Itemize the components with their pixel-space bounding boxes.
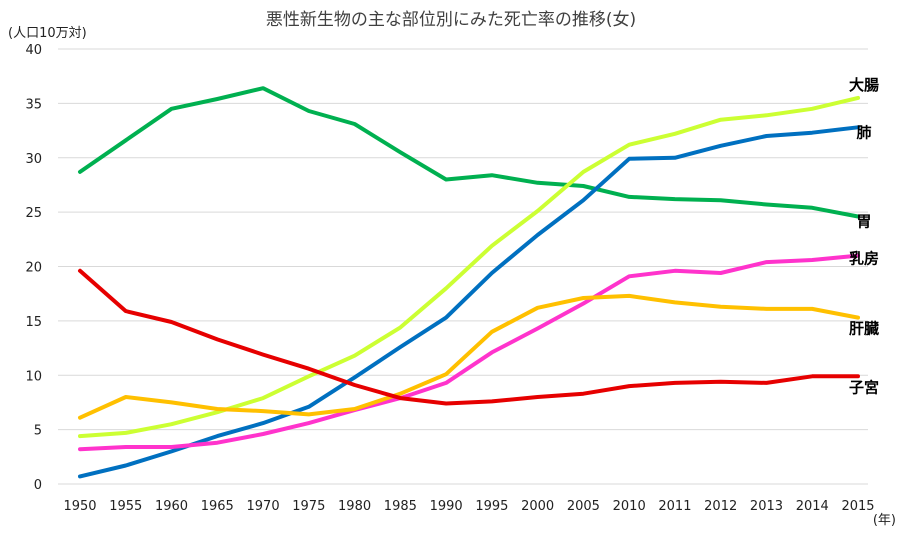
series-label: 肺 (856, 123, 871, 141)
x-tick-label: 1985 (384, 499, 417, 514)
series-label: 乳房 (849, 250, 879, 268)
chart-title: 悪性新生物の主な部位別にみた死亡率の推移(女) (266, 10, 636, 30)
y-tick-label: 40 (25, 43, 42, 58)
x-tick-label: 2010 (613, 499, 646, 514)
x-tick-label: 2012 (704, 499, 737, 514)
x-tick-label: 1990 (430, 499, 463, 514)
series-label: 肝臓 (849, 320, 879, 338)
y-tick-label: 15 (25, 315, 42, 330)
x-tick-label: 2015 (841, 499, 874, 514)
x-tick-label: 2013 (750, 499, 783, 514)
y-tick-label: 30 (25, 152, 42, 167)
series-line (78, 86, 860, 219)
x-tick-label: 1960 (155, 499, 188, 514)
y-tick-label: 25 (25, 206, 42, 221)
x-tick-label: 1975 (292, 499, 325, 514)
series-lines (78, 86, 860, 479)
series-line (78, 125, 860, 479)
x-tick-label: 2014 (796, 499, 829, 514)
y-axis-ticks: 0 5 10 15 20 25 30 35 40 (25, 43, 42, 493)
series-label: 子宮 (849, 378, 879, 396)
x-axis-ticks: 1950 1955 1960 1965 1970 1975 1980 1985 1990 1995… (63, 499, 874, 514)
y-tick-label: 5 (34, 424, 42, 439)
x-tick-label: 2005 (567, 499, 600, 514)
y-tick-label: 35 (25, 97, 42, 112)
x-axis-unit-label: (年) (873, 513, 896, 528)
x-tick-label: 1995 (475, 499, 508, 514)
y-tick-label: 10 (25, 369, 42, 384)
y-axis-unit-label: (人口10万対) (8, 26, 87, 41)
series-line (78, 293, 860, 420)
series-line (78, 268, 860, 406)
x-tick-label: 1970 (247, 499, 280, 514)
x-tick-label: 1980 (338, 499, 371, 514)
x-tick-label: 1965 (201, 499, 234, 514)
x-tick-label: 2011 (658, 499, 691, 514)
series-line (78, 95, 860, 439)
series-label: 大腸 (849, 76, 879, 94)
x-tick-label: 1950 (63, 499, 96, 514)
series-label: 胃 (856, 212, 871, 230)
series-line (78, 253, 860, 452)
y-tick-label: 0 (34, 478, 42, 493)
x-tick-label: 1955 (109, 499, 142, 514)
x-tick-label: 2000 (521, 499, 554, 514)
gridlines (58, 48, 868, 485)
y-tick-label: 20 (25, 261, 42, 276)
